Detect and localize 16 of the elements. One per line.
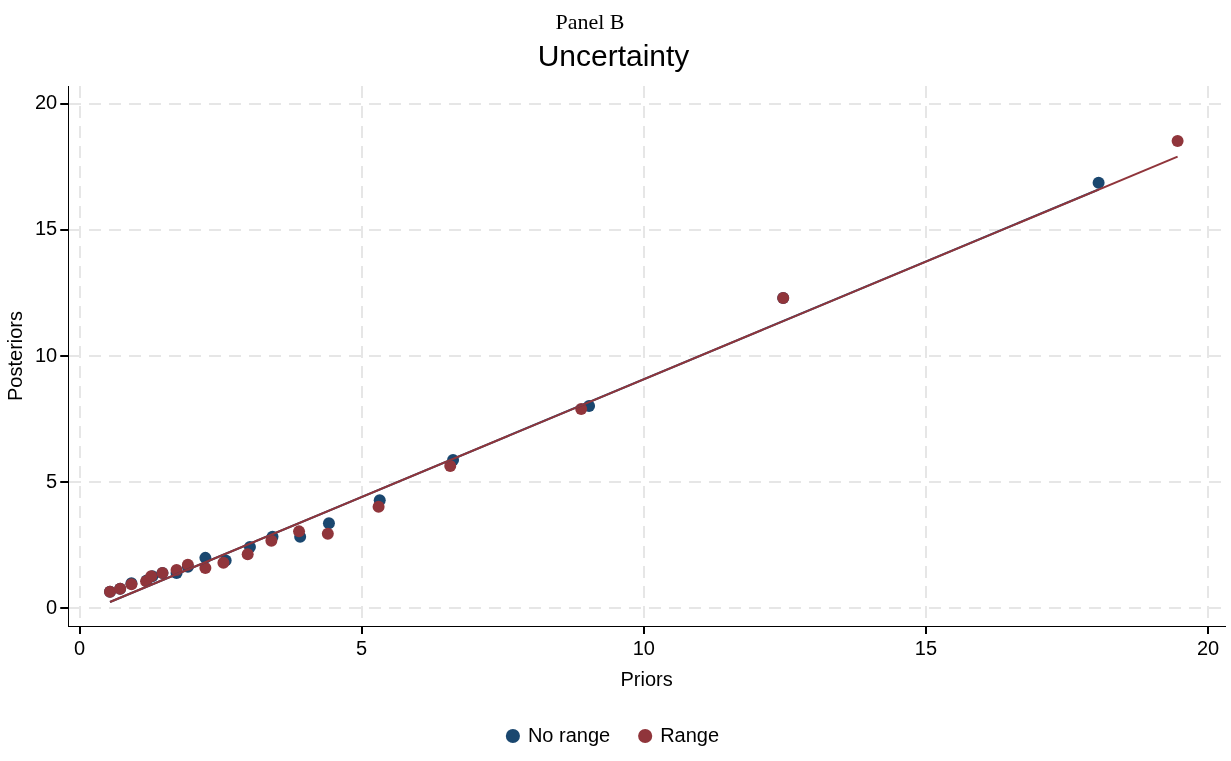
x-tick-label: 0	[73, 636, 86, 659]
x-tick-label: 10	[632, 636, 655, 659]
text: Panel B	[554, 8, 626, 36]
x-tick-label: 20	[1196, 636, 1220, 659]
y-axis-title: Posteriors	[3, 310, 26, 402]
y-tick-label: 5	[46, 469, 58, 492]
x-axis-title: Priors	[620, 667, 673, 690]
y-tick-label: 20	[35, 91, 58, 114]
y-tick-label: 15	[35, 217, 58, 240]
legend-label: Range	[660, 723, 720, 746]
legend-label: No range	[527, 723, 611, 746]
y-tick-label: 0	[46, 595, 58, 618]
y-tick-label: 10	[35, 343, 58, 366]
chart-title: Uncertainty	[537, 39, 690, 73]
x-tick-label: 15	[914, 636, 938, 659]
x-tick-label: 5	[356, 636, 368, 659]
